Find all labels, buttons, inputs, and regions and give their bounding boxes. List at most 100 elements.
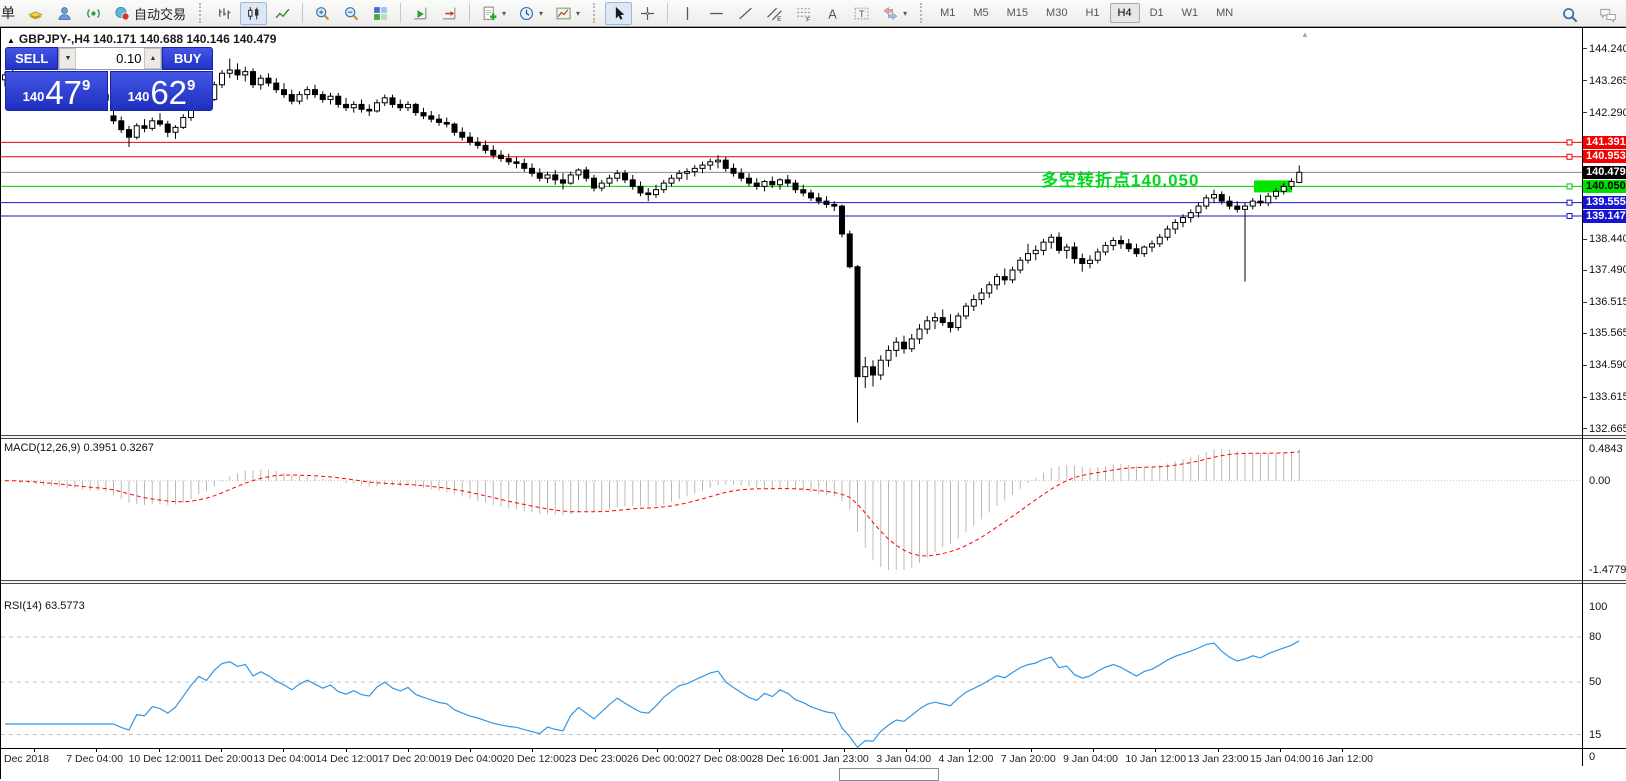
bottom-mini-box <box>839 768 939 781</box>
candle-body <box>1273 190 1279 197</box>
scroll-to-end-icon[interactable]: ▲ <box>1301 30 1309 39</box>
dropdown-caret-icon[interactable]: ▾ <box>576 8 581 18</box>
line-anchor-marker[interactable] <box>1566 153 1573 160</box>
sell-price-button[interactable]: 140 47 9 <box>5 71 108 111</box>
label-button[interactable]: T <box>848 2 875 25</box>
buy-button[interactable]: BUY <box>162 47 213 70</box>
time-axis-tick-mark <box>1030 749 1032 752</box>
timeframe-m1-button[interactable]: M1 <box>940 7 956 19</box>
toolbar-separator <box>302 3 304 23</box>
rsi-label: RSI(14) 63.5773 <box>4 600 85 612</box>
zoom-out-icon <box>343 5 360 22</box>
periods-button[interactable]: ▾ <box>513 2 548 25</box>
candle-body <box>691 167 698 173</box>
channel-button[interactable]: E <box>761 2 788 25</box>
search-button[interactable] <box>1556 3 1584 27</box>
volume-decrease-button[interactable]: ▼ <box>59 48 77 69</box>
line-anchor-marker[interactable] <box>1566 139 1573 146</box>
candle-body <box>288 94 295 102</box>
candle-body <box>622 172 628 181</box>
candle-body <box>180 117 187 128</box>
timeframe-h1-button[interactable]: H1 <box>1085 7 1100 19</box>
toolbar-separator <box>469 3 471 23</box>
signal-button[interactable] <box>80 2 107 25</box>
sell-button[interactable]: SELL <box>5 47 59 70</box>
candle-body <box>296 94 303 102</box>
price-chart-canvas[interactable] <box>1 28 1582 435</box>
zoom-out-button[interactable] <box>338 2 365 25</box>
price-axis[interactable]: 144.240 143.265 142.290 138.440 137.490 136.5… <box>1583 28 1626 780</box>
toolbar-grip[interactable] <box>593 3 599 23</box>
chart-window: ▲ GBPJPY-,H4 140.171 140.688 140.146 140.… <box>0 27 1626 781</box>
macd-canvas[interactable] <box>1 439 1582 580</box>
templates-button[interactable]: ▾ <box>550 2 585 25</box>
volume-input[interactable] <box>76 48 145 69</box>
chat-button[interactable] <box>1594 3 1622 27</box>
buy-price-button[interactable]: 140 62 9 <box>110 71 213 111</box>
candle-body <box>1102 244 1109 253</box>
candle-body <box>753 182 760 187</box>
toolbar-grip[interactable] <box>199 3 205 23</box>
panel-separator[interactable] <box>1 580 1626 584</box>
time-axis-label: 14 Dec 12:00 <box>315 753 378 765</box>
new-order-button[interactable]: 单 <box>1 0 20 26</box>
candle-body <box>893 341 900 351</box>
dropdown-caret-icon[interactable]: ▾ <box>502 8 507 18</box>
fibonacci-button[interactable]: F <box>790 2 817 25</box>
history-book-button[interactable] <box>22 2 49 25</box>
rsi-canvas[interactable] <box>1 584 1582 748</box>
time-axis-tick-mark <box>594 749 596 752</box>
tile-windows-button[interactable] <box>367 2 394 25</box>
line-anchor-marker[interactable] <box>1566 213 1573 220</box>
profile-button[interactable] <box>51 2 78 25</box>
trendline-button[interactable] <box>732 2 759 25</box>
auto-scroll-button[interactable] <box>407 2 434 25</box>
chart-shift-button[interactable] <box>436 2 463 25</box>
dropdown-caret-icon[interactable]: ▾ <box>539 8 544 18</box>
time-axis[interactable]: Dec 2018 7 Dec 04:00 10 Dec 12:00 11 Dec 20… <box>1 748 1626 767</box>
time-axis-label: 3 Jan 04:00 <box>876 753 932 765</box>
candle-body <box>513 161 520 164</box>
profile-icon <box>56 5 73 22</box>
candle-body <box>986 284 993 294</box>
text-button[interactable]: A <box>819 2 846 25</box>
bottom-strip <box>1 766 1626 781</box>
bars-chart-button[interactable] <box>211 2 238 25</box>
line-chart-button[interactable] <box>269 2 296 25</box>
cursor-button[interactable] <box>605 1 633 25</box>
candle-body <box>536 172 543 179</box>
line-anchor-marker[interactable] <box>1566 199 1573 206</box>
toolbar-grip[interactable] <box>920 3 926 23</box>
auto-trading-label: 自动交易 <box>134 6 187 22</box>
timeframe-d1-button[interactable]: D1 <box>1149 7 1164 19</box>
sell-price-prefix: 140 <box>22 89 45 104</box>
dropdown-caret-icon[interactable]: ▾ <box>903 8 908 18</box>
line-anchor-marker[interactable] <box>1566 183 1573 190</box>
shapes-button[interactable]: ▾ <box>877 2 912 25</box>
vertical-line-button[interactable] <box>674 2 701 25</box>
horizontal-line-button[interactable] <box>703 2 730 25</box>
trade-panel-collapse-icon[interactable]: ▲ <box>7 36 15 45</box>
timeframe-w1-button[interactable]: W1 <box>1181 7 1199 19</box>
timeframe-m30-button[interactable]: M30 <box>1046 7 1068 19</box>
candle-body <box>854 266 861 378</box>
panel-separator[interactable] <box>1 435 1626 439</box>
crosshair-button[interactable] <box>634 2 661 25</box>
indicators-button[interactable]: ▾ <box>476 2 511 25</box>
time-axis-label: 16 Jan 12:00 <box>1312 753 1374 765</box>
candle-body <box>335 95 342 105</box>
candle-body <box>637 185 644 194</box>
timeframe-m15-button[interactable]: M15 <box>1006 7 1029 19</box>
timeframe-h4-button[interactable]: H4 <box>1109 3 1140 23</box>
candle-body <box>862 366 869 378</box>
timeframe-mn-button[interactable]: MN <box>1216 7 1234 19</box>
zoom-in-button[interactable] <box>309 2 336 25</box>
candles-chart-button[interactable] <box>240 1 268 25</box>
candle-body <box>1063 246 1070 251</box>
auto-trading-button[interactable]: 自动交易 <box>109 1 191 26</box>
time-axis-label: 9 Jan 04:00 <box>1063 753 1118 765</box>
time-axis-label: 17 Dec 20:00 <box>377 753 441 765</box>
timeframe-m5-button[interactable]: M5 <box>973 7 989 19</box>
candle-body <box>234 69 241 76</box>
volume-increase-button[interactable]: ▲ <box>144 48 162 69</box>
